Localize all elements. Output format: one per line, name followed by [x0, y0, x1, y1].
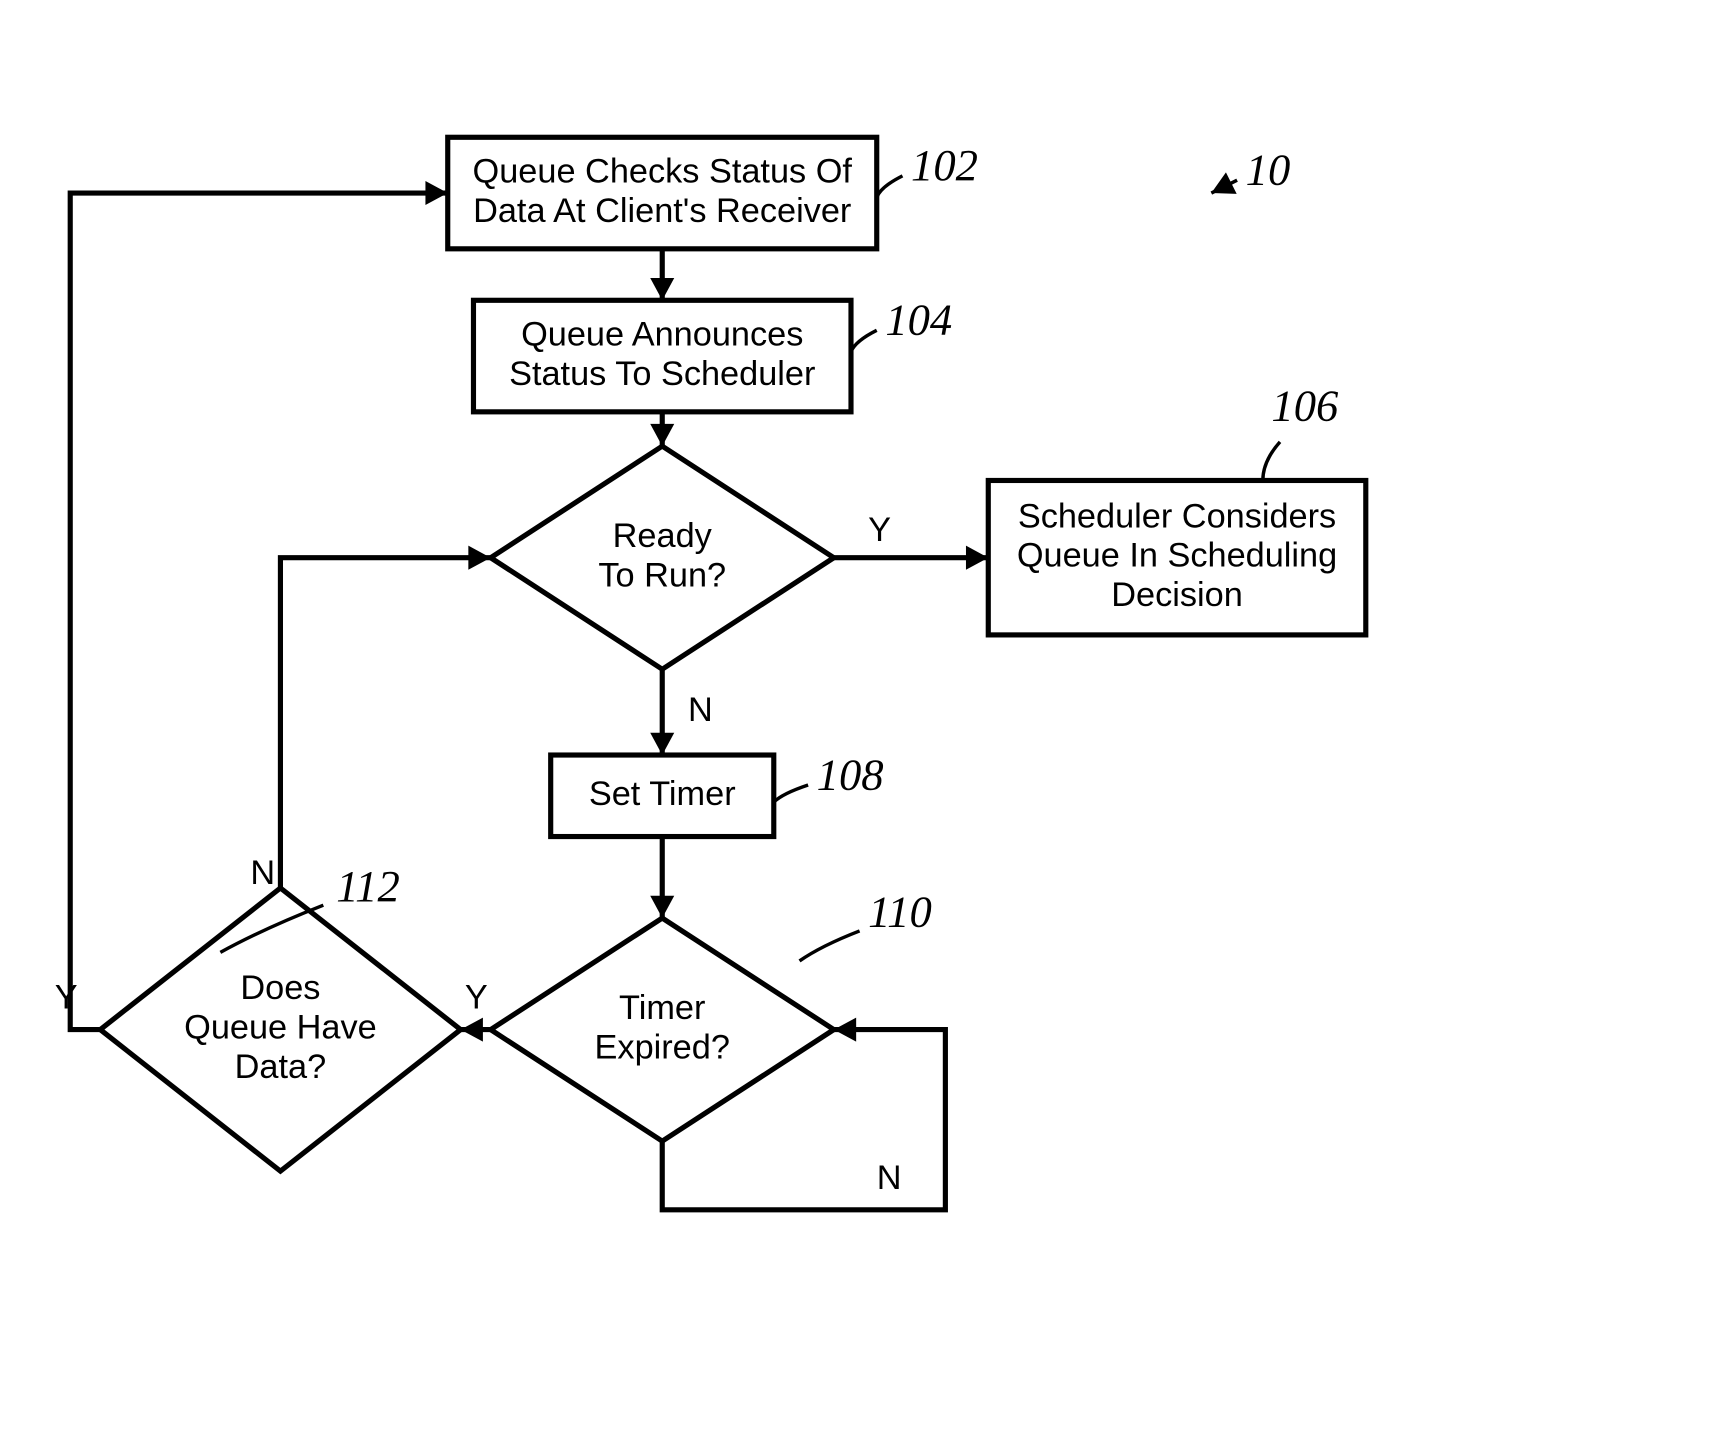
edge-e_data_ready — [280, 558, 490, 888]
ref-leader — [800, 931, 860, 961]
edge-label: Y — [465, 979, 488, 1017]
ref-leader — [774, 785, 808, 802]
edge-label: N — [877, 1159, 902, 1197]
edge-label: N — [688, 691, 713, 729]
node-text: Data At Client's Receiver — [473, 192, 851, 230]
node-text: To Run? — [598, 556, 726, 594]
edge-label: Y — [868, 511, 891, 549]
node-text: Does — [240, 969, 320, 1007]
node-text: Set Timer — [589, 775, 736, 813]
node-text: Data? — [235, 1048, 327, 1086]
node-text: Queue In Scheduling — [1017, 537, 1337, 575]
node-text: Queue Announces — [521, 315, 803, 353]
node-text: Expired? — [595, 1028, 730, 1066]
ref-leader — [851, 330, 877, 351]
edge-label: Y — [55, 979, 78, 1017]
ref-label: 108 — [817, 749, 884, 799]
node-text: Queue Checks Status Of — [473, 152, 853, 190]
node-text: Status To Scheduler — [509, 355, 815, 393]
ref-label: 102 — [911, 140, 978, 190]
node-text: Decision — [1111, 576, 1243, 614]
ref-label: 112 — [336, 861, 400, 911]
node-text: Queue Have — [184, 1009, 377, 1047]
ref-label: 106 — [1271, 380, 1339, 430]
flowchart-canvas: Y N Y N N Y Queue Checks Status OfData At Clie… — [0, 0, 1714, 1450]
node-text: Timer — [619, 989, 705, 1027]
edge-label: N — [250, 854, 275, 892]
ref-label: 10 — [1246, 144, 1291, 194]
node-text: Ready — [613, 517, 713, 555]
ref-leader — [877, 176, 903, 197]
ref-label: 110 — [868, 887, 932, 937]
node-text: Scheduler Considers — [1018, 497, 1336, 535]
ref-leader — [1263, 442, 1280, 481]
ref-label: 104 — [885, 295, 952, 345]
